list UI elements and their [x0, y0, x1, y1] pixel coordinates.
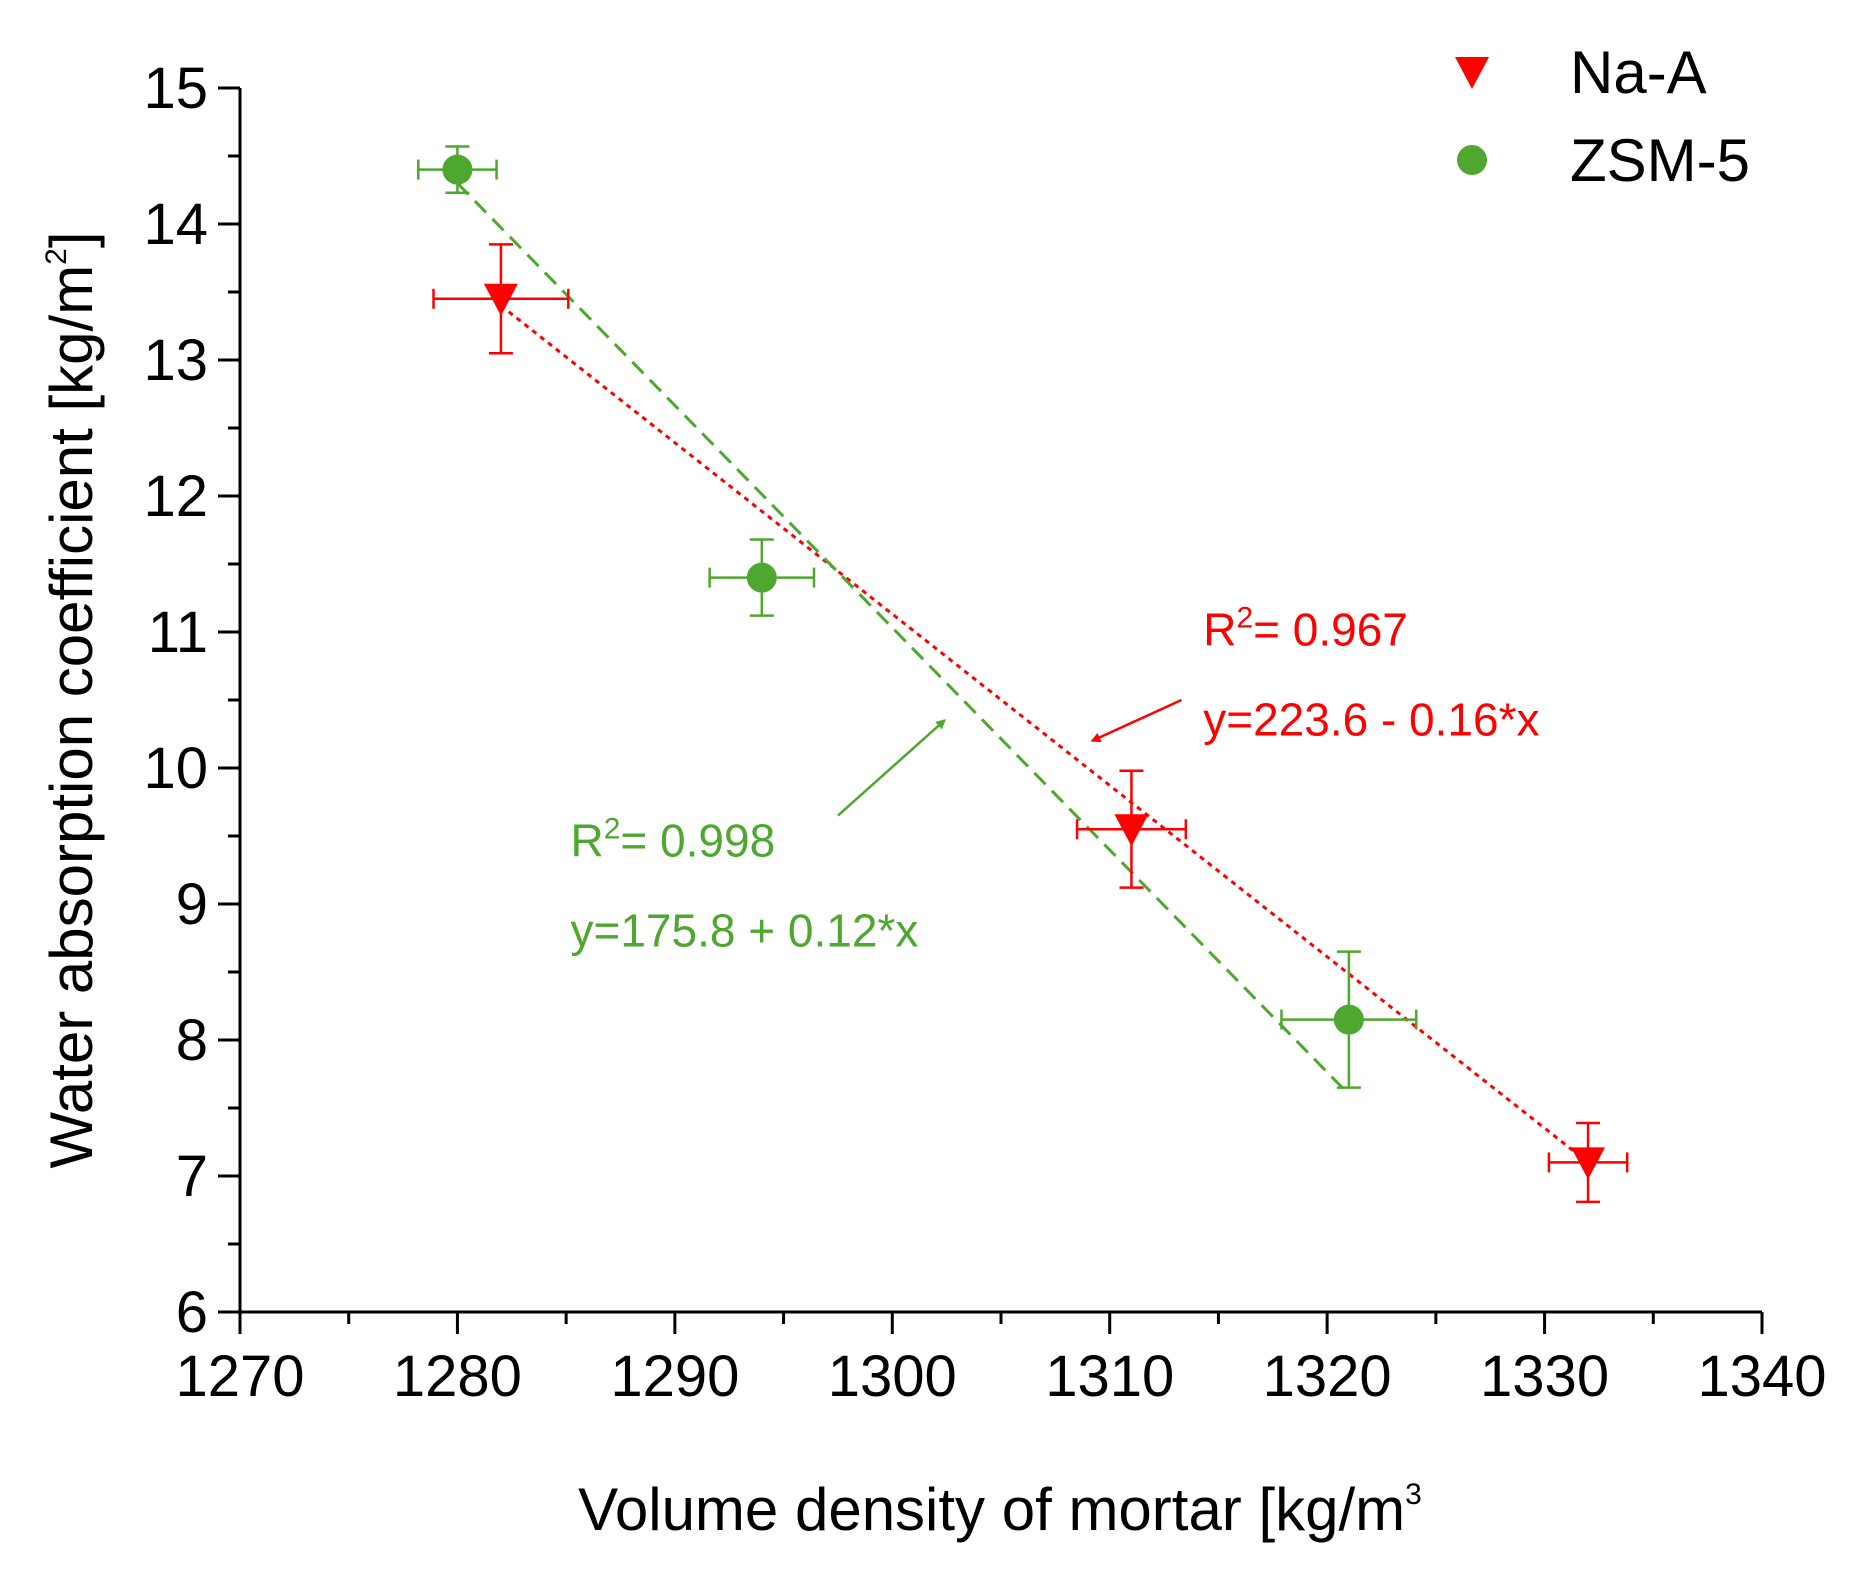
annotation-r2-sup: 2	[1236, 602, 1253, 635]
y-axis-title-text: Water absorption coefficient [kg/m	[38, 265, 105, 1169]
point-na-a	[1571, 1147, 1606, 1180]
legend-marker-na-a	[1455, 57, 1489, 89]
legend-label-na-a: Na-A	[1570, 39, 1707, 106]
legend: Na-A ZSM-5	[1455, 39, 1750, 194]
x-tick-label: 1300	[828, 1344, 957, 1409]
fit-line-zsm-5	[456, 182, 1350, 1096]
point-na-a	[1114, 814, 1149, 847]
y-tick-label: 10	[143, 736, 208, 801]
annotation-r2-na-a: R2= 0.967	[1203, 602, 1408, 656]
point-na-a	[483, 283, 518, 316]
x-tick-label: 1310	[1045, 1344, 1174, 1409]
markers	[442, 154, 1606, 1180]
annotation-r2-label: R	[1203, 604, 1236, 656]
y-axis-title-close: ]	[38, 231, 105, 248]
annotation-r2-sup: 2	[604, 812, 621, 845]
annotation-r2-value: = 0.998	[620, 814, 775, 866]
y-tick-label: 12	[143, 464, 208, 529]
error-bars	[417, 145, 1629, 1204]
legend-label-zsm-5: ZSM-5	[1570, 127, 1750, 194]
x-axis-title: Volume density of mortar [kg/m3	[578, 1476, 1422, 1543]
x-tick-label: 1330	[1480, 1344, 1609, 1409]
annotation-r2-value: = 0.967	[1253, 604, 1408, 656]
y-tick-label: 11	[148, 600, 208, 665]
x-tick-label: 1290	[610, 1344, 739, 1409]
x-axis-title-text: Volume density of mortar [kg/m	[578, 1476, 1405, 1543]
x-tick-label: 1280	[393, 1344, 522, 1409]
y-tick-label: 8	[176, 1008, 208, 1073]
y-tick-label: 6	[176, 1280, 208, 1345]
point-zsm-5	[442, 154, 473, 185]
y-axis-title: Water absorption coefficient [kg/m2]	[38, 231, 105, 1168]
point-zsm-5	[1333, 1004, 1364, 1035]
x-axis-title-sup: 3	[1405, 1478, 1422, 1511]
y-tick-label: 14	[143, 192, 208, 257]
y-ticks: 6 7 8 9 10 11 12 13 14 15	[143, 56, 240, 1345]
annotation-r2-label: R	[570, 814, 603, 866]
annotation-r2-zsm-5: R2= 0.998	[570, 812, 775, 866]
annotation-arrow-na-a	[1090, 698, 1182, 743]
annotation-arrow-zsm-5	[837, 719, 946, 817]
y-axis-title-sup: 2	[40, 248, 73, 265]
point-zsm-5	[746, 562, 777, 593]
y-tick-label: 13	[143, 328, 208, 393]
fit-lines	[456, 182, 1589, 1164]
y-tick-label: 15	[143, 56, 208, 121]
x-tick-label: 1270	[175, 1344, 304, 1409]
x-ticks: 1270 1280 1290 1300 1310 1320 1330 1340	[175, 1312, 1827, 1409]
x-tick-label: 1340	[1697, 1344, 1826, 1409]
plot-area: 6 7 8 9 10 11 12 13 14 15 1270 1280 1290 1300 1310 132…	[143, 56, 1826, 1409]
legend-marker-zsm-5	[1457, 145, 1487, 175]
y-tick-label: 7	[176, 1144, 208, 1209]
y-tick-label: 9	[176, 872, 208, 937]
x-tick-label: 1320	[1263, 1344, 1392, 1409]
annotation-equation-zsm-5: y=175.8 + 0.12*x	[570, 904, 918, 956]
annotation-equation-na-a: y=223.6 - 0.16*x	[1203, 694, 1539, 746]
